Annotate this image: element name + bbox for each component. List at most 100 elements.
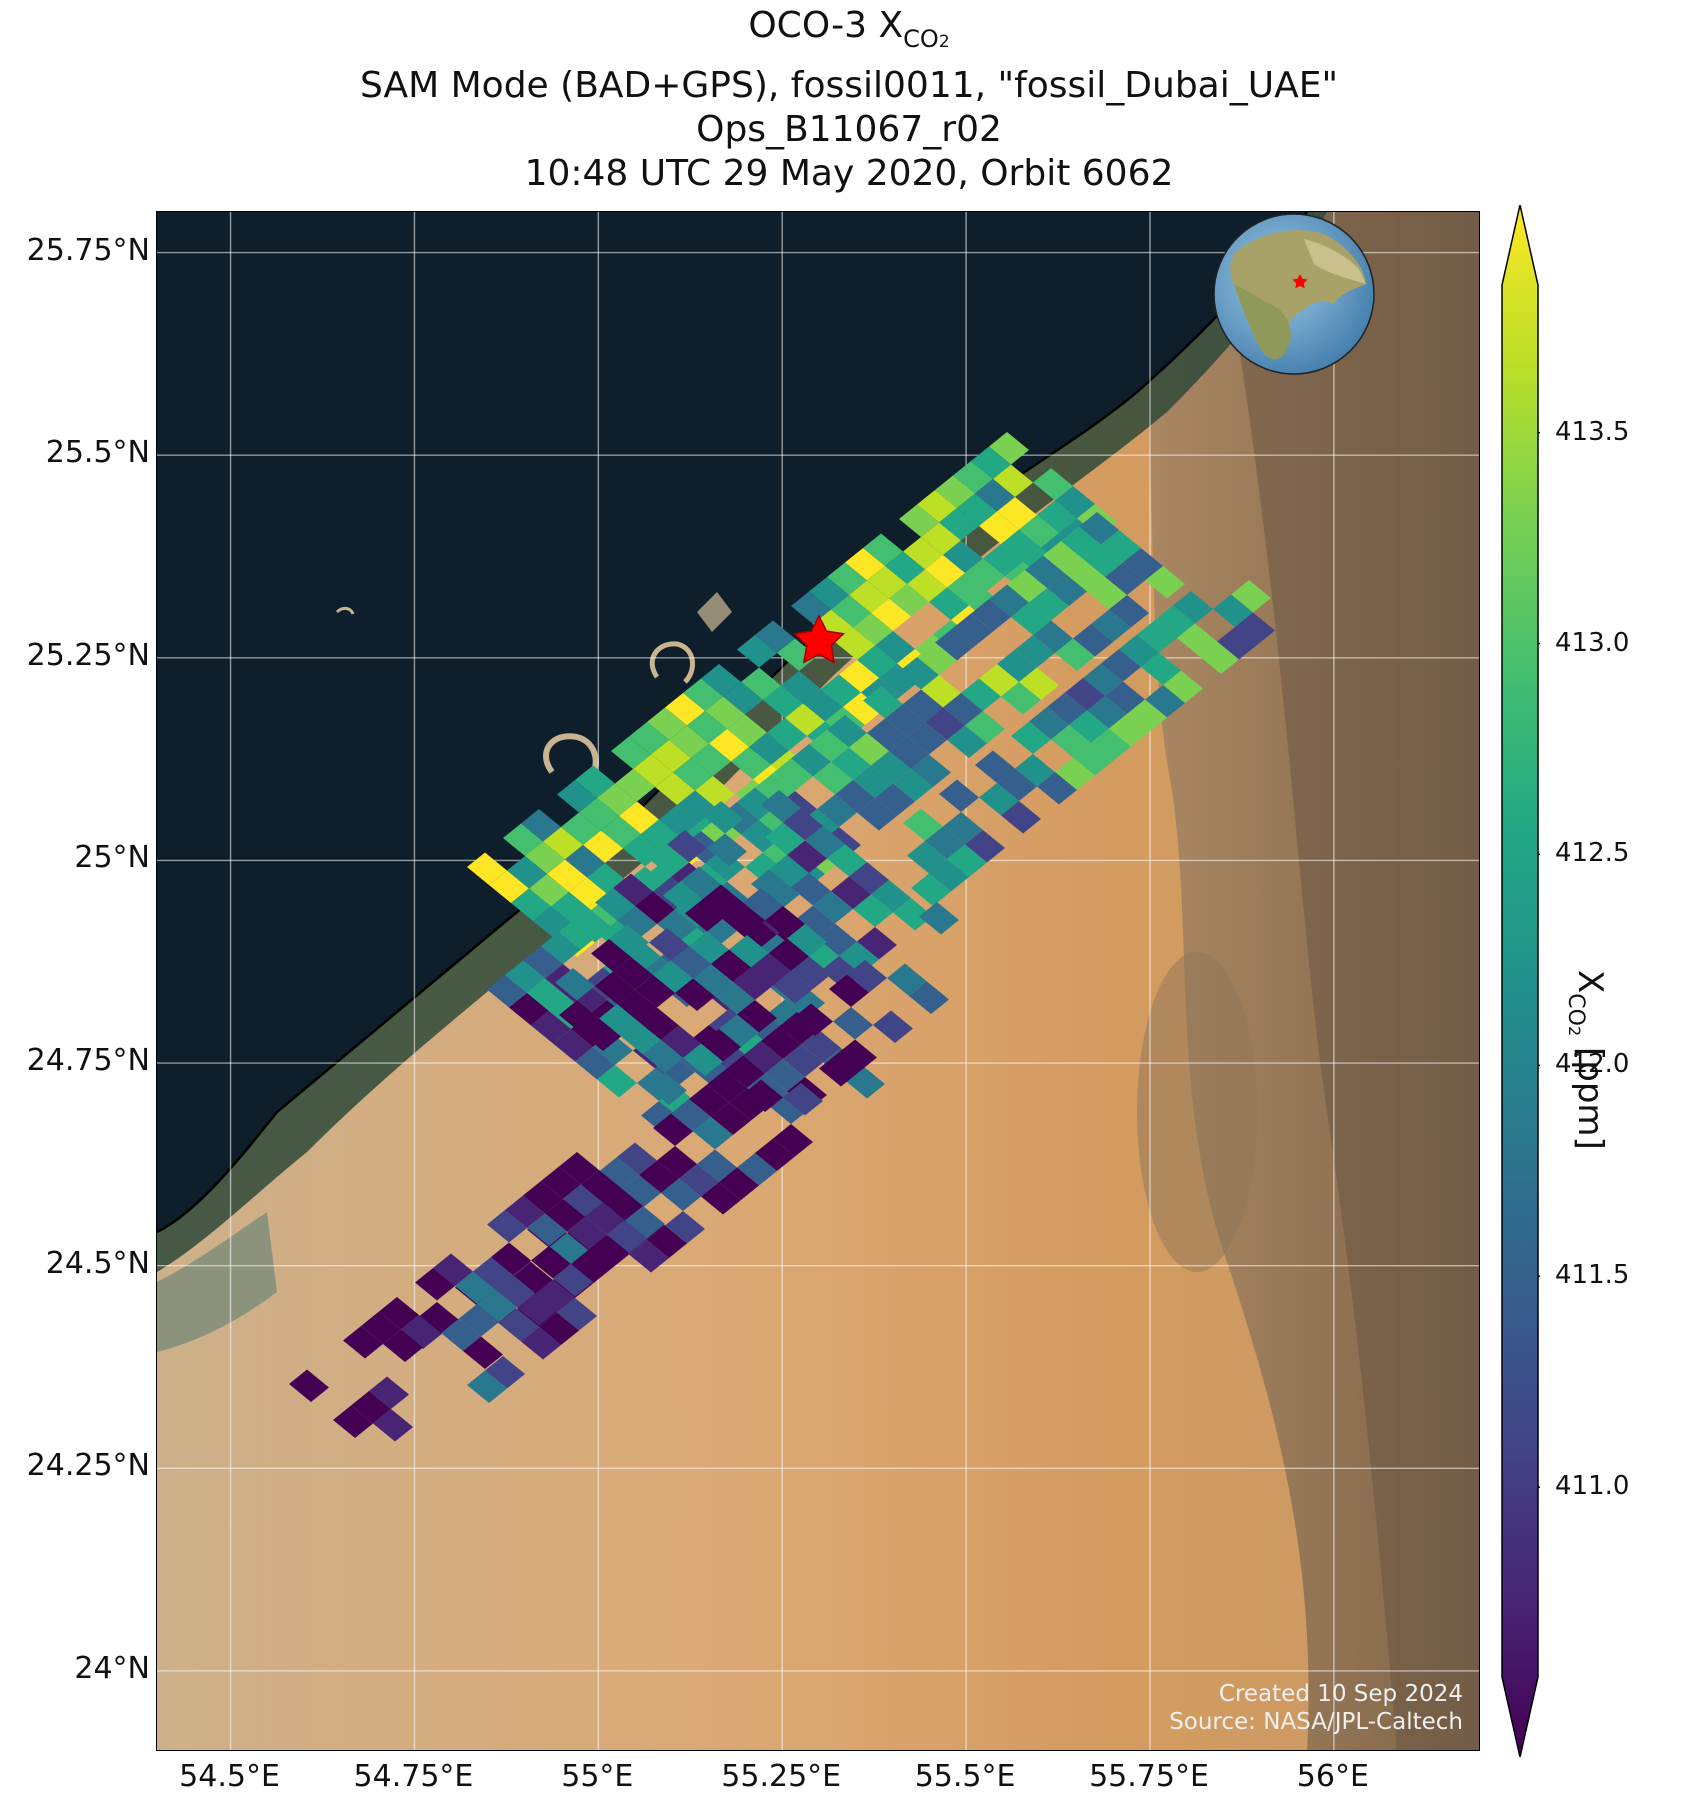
palm-jebel-ali — [543, 733, 599, 785]
sounding-pixel — [751, 953, 791, 986]
sounding-pixel — [857, 645, 897, 678]
sounding-pixel — [827, 844, 867, 877]
sounding-pixel — [729, 935, 769, 968]
sounding-pixel — [783, 1044, 823, 1077]
sounding-pixel — [1011, 602, 1051, 635]
sounding-pixel — [909, 981, 949, 1014]
sounding-pixel — [649, 844, 689, 877]
sounding-pixel — [899, 504, 939, 537]
sounding-pixel — [795, 905, 835, 938]
sounding-pixel — [997, 649, 1037, 682]
sounding-pixel — [701, 664, 741, 697]
sounding-pixel — [487, 975, 527, 1008]
source-credit: Source: NASA/JPL-Caltech — [1169, 1709, 1463, 1735]
sounding-pixel — [737, 787, 777, 820]
sounding-pixel — [711, 1102, 751, 1135]
sounding-pixel — [921, 522, 961, 555]
sounding-pixel — [867, 566, 907, 599]
sounding-pixel — [917, 642, 957, 675]
sounding-pixel — [635, 975, 675, 1008]
sounding-pixel — [1087, 696, 1127, 729]
sounding-pixel — [707, 1070, 747, 1103]
sounding-pixel — [683, 1043, 723, 1076]
sounding-pixel — [361, 1311, 401, 1344]
sounding-pixel — [853, 765, 893, 798]
colorbar-tick-label: 413.0 — [1555, 627, 1630, 658]
sounding-pixel — [1001, 529, 1041, 562]
sounding-pixel — [489, 870, 529, 903]
sounding-pixel — [585, 1202, 625, 1235]
colorbar-label: XCO2 [ppm] — [1563, 970, 1610, 1150]
sounding-pixel — [649, 928, 689, 961]
sounding-pixel — [575, 1047, 615, 1080]
sounding-pixel — [903, 689, 943, 722]
sounding-pixel — [491, 1242, 531, 1275]
sounding-pixel — [441, 1318, 481, 1351]
sounding-pixel — [657, 1146, 697, 1179]
sounding-pixel — [541, 931, 581, 964]
sounding-pixel — [837, 1039, 877, 1072]
sounding-pixel — [581, 1170, 621, 1203]
lon-tick-label: 54.5°E — [179, 1759, 280, 1794]
lat-tick-label: 24°N — [74, 1650, 150, 1686]
title-line-1: OCO-3 XCO2 — [748, 5, 950, 53]
sounding-pixel — [773, 758, 813, 791]
sounding-pixel — [509, 993, 549, 1026]
sounding-pixel — [1145, 566, 1185, 599]
sounding-pixel — [761, 790, 801, 823]
sounding-pixel — [473, 1257, 513, 1290]
sounding-pixel — [373, 1409, 413, 1442]
sounding-pixel — [1015, 635, 1055, 668]
sounding-pixel — [639, 1160, 679, 1193]
map-canvas — [157, 212, 1479, 1750]
credits: Created 10 Sep 2024 Source: NASA/JPL-Cal… — [1169, 1680, 1463, 1736]
sounding-pixel — [579, 798, 619, 831]
sounding-pixel — [559, 1000, 599, 1033]
sounding-pixel — [555, 968, 595, 1001]
sounding-pixel — [727, 714, 767, 747]
sounding-pixel — [979, 783, 1019, 816]
sounding-pixel — [1073, 624, 1113, 657]
sounding-pixel — [1123, 548, 1163, 581]
title-line-4: 10:48 UTC 29 May 2020, Orbit 6062 — [524, 153, 1174, 194]
sounding-pixel — [893, 769, 933, 802]
sounding-pixel — [719, 1167, 759, 1200]
sounding-pixel — [463, 1336, 503, 1369]
sounding-pixel — [925, 826, 965, 859]
sounding-pixel — [651, 740, 691, 773]
sounding-pixel — [835, 627, 875, 660]
sounding-pixel — [835, 780, 875, 813]
sounding-pixel — [619, 801, 659, 834]
sounding-pixel — [611, 736, 651, 769]
sounding-pixel — [505, 960, 545, 993]
sounding-pixel — [665, 693, 705, 726]
sounding-pixel — [667, 830, 707, 863]
sounding-pixel — [749, 732, 789, 765]
sounding-pixel — [615, 769, 655, 802]
colorbar-tick-label: 411.0 — [1555, 1471, 1630, 1502]
sounding-pixel — [769, 938, 809, 971]
sounding-pixel — [607, 1220, 647, 1253]
sounding-pixel — [887, 963, 927, 996]
sounding-pixel — [821, 674, 861, 707]
sounding-pixel — [653, 960, 693, 993]
sounding-pixel — [503, 823, 543, 856]
sounding-pixel — [505, 1195, 545, 1228]
map-panel: Created 10 Sep 2024 Source: NASA/JPL-Cal… — [156, 211, 1480, 1751]
sounding-pixel — [783, 808, 823, 841]
sounding-pixel — [791, 956, 831, 989]
sounding-pixel — [689, 1084, 729, 1117]
sounding-pixel — [781, 671, 821, 704]
sounding-pixel — [1087, 577, 1127, 610]
sounding-pixel — [401, 1315, 441, 1348]
sounding-pixel — [741, 820, 781, 853]
sounding-pixel — [989, 584, 1029, 617]
sounding-pixel — [647, 707, 687, 740]
sounding-pixel — [1091, 609, 1131, 642]
sounding-pixel — [943, 540, 983, 573]
sounding-pixel — [737, 1000, 777, 1033]
sounding-pixel — [817, 794, 857, 827]
sounding-pixel — [917, 490, 957, 523]
sounding-pixel — [809, 577, 849, 610]
sounding-pixel — [947, 725, 987, 758]
